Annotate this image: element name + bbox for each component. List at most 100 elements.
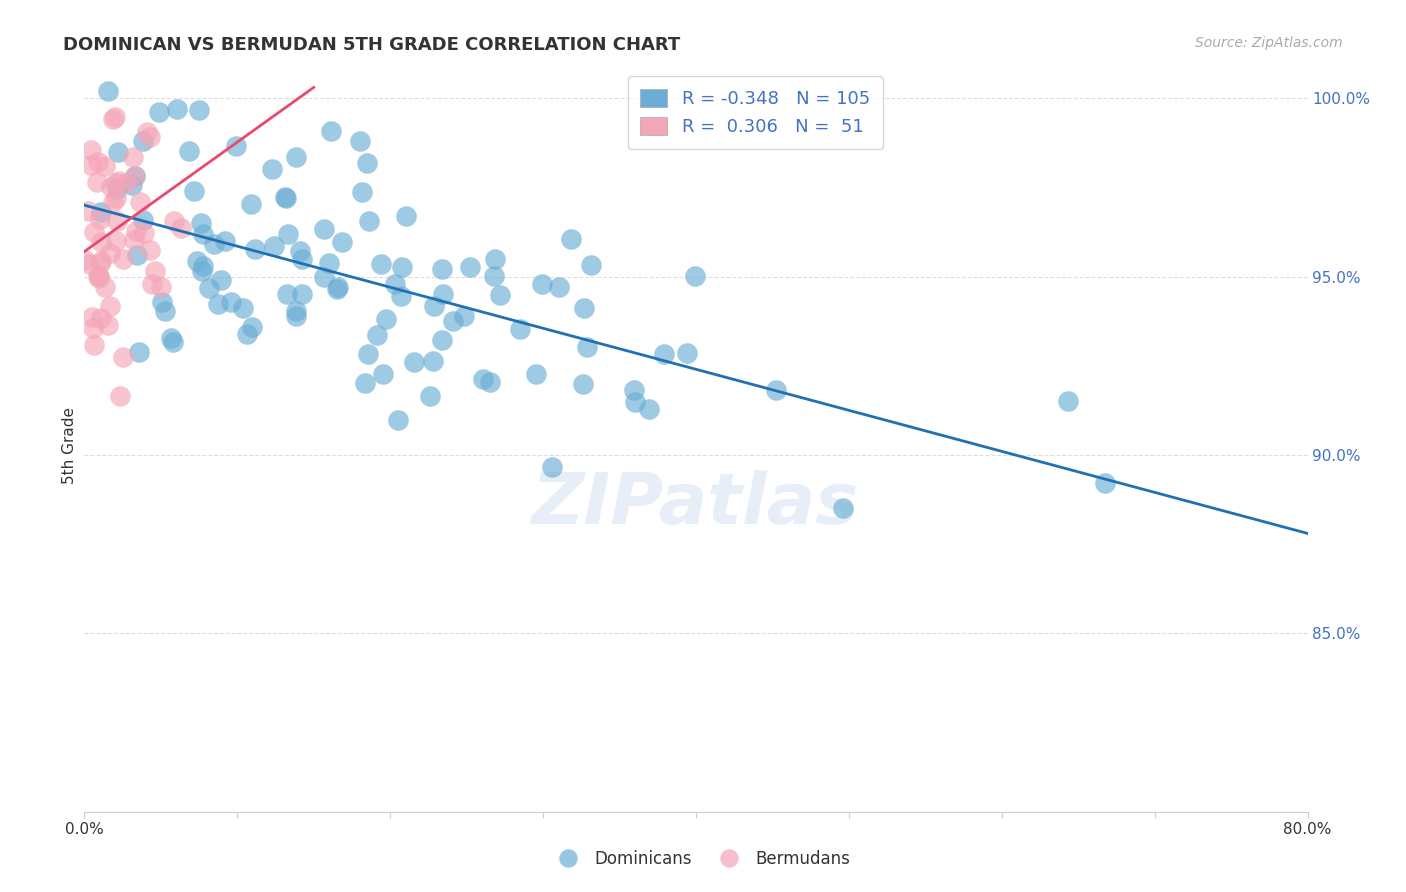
- Bermudans: [139, 243, 162, 257]
- Bermudans: [104, 234, 127, 248]
- Bermudans: [141, 277, 163, 291]
- Bermudans: [170, 220, 193, 235]
- Dominicans: [288, 244, 311, 259]
- Dominicans: [326, 282, 349, 296]
- Dominicans: [219, 295, 242, 310]
- Dominicans: [328, 280, 350, 294]
- Dominicans: [148, 105, 170, 120]
- Bermudans: [124, 224, 146, 238]
- Dominicans: [191, 227, 214, 241]
- Dominicans: [579, 258, 602, 272]
- Dominicans: [354, 376, 377, 390]
- Dominicans: [509, 322, 531, 336]
- Bermudans: [77, 203, 100, 218]
- Dominicans: [318, 256, 340, 270]
- Dominicans: [441, 314, 464, 328]
- Dominicans: [232, 301, 254, 315]
- Dominicans: [97, 84, 120, 98]
- Dominicans: [214, 235, 236, 249]
- Dominicans: [366, 327, 388, 342]
- Legend: R = -0.348   N = 105, R =  0.306   N =  51: R = -0.348 N = 105, R = 0.306 N = 51: [627, 76, 883, 149]
- Dominicans: [236, 326, 259, 341]
- Dominicans: [124, 169, 146, 183]
- Dominicans: [530, 277, 553, 291]
- Dominicans: [432, 333, 454, 347]
- Dominicans: [207, 297, 229, 311]
- Dominicans: [402, 355, 425, 369]
- Dominicans: [285, 309, 308, 323]
- Dominicans: [375, 312, 398, 326]
- Dominicans: [187, 103, 209, 117]
- Bermudans: [139, 130, 162, 145]
- Dominicans: [225, 139, 247, 153]
- Dominicans: [121, 178, 143, 192]
- Dominicans: [312, 269, 335, 284]
- Bermudans: [112, 252, 135, 266]
- Bermudans: [104, 110, 127, 124]
- Text: DOMINICAN VS BERMUDAN 5TH GRADE CORRELATION CHART: DOMINICAN VS BERMUDAN 5TH GRADE CORRELAT…: [63, 36, 681, 54]
- Dominicans: [150, 295, 173, 310]
- Dominicans: [162, 334, 184, 349]
- Text: ZIPatlas: ZIPatlas: [533, 470, 859, 539]
- Bermudans: [94, 279, 117, 293]
- Dominicans: [277, 227, 299, 241]
- Dominicans: [166, 103, 188, 117]
- Dominicans: [128, 345, 150, 359]
- Dominicans: [291, 252, 314, 266]
- Bermudans: [75, 253, 97, 268]
- Bermudans: [101, 112, 124, 126]
- Dominicans: [652, 347, 675, 361]
- Dominicans: [276, 286, 298, 301]
- Bermudans: [163, 214, 186, 228]
- Bermudans: [90, 254, 112, 268]
- Dominicans: [186, 254, 208, 268]
- Dominicans: [387, 413, 409, 427]
- Bermudans: [98, 246, 121, 260]
- Dominicans: [357, 346, 380, 360]
- Bermudans: [80, 143, 103, 157]
- Dominicans: [479, 375, 502, 389]
- Dominicans: [676, 345, 699, 359]
- Dominicans: [524, 368, 547, 382]
- Dominicans: [285, 150, 308, 164]
- Dominicans: [576, 340, 599, 354]
- Dominicans: [190, 216, 212, 230]
- Dominicans: [260, 161, 283, 176]
- Bermudans: [87, 268, 110, 283]
- Dominicans: [765, 384, 787, 398]
- Bermudans: [150, 280, 173, 294]
- Dominicans: [330, 235, 353, 249]
- Dominicans: [90, 204, 112, 219]
- Bermudans: [89, 212, 111, 227]
- Dominicans: [432, 286, 454, 301]
- Dominicans: [197, 281, 219, 295]
- Bermudans: [143, 263, 166, 277]
- Dominicans: [488, 287, 510, 301]
- Dominicans: [395, 209, 418, 223]
- Dominicans: [312, 222, 335, 236]
- Bermudans: [112, 350, 135, 364]
- Bermudans: [90, 235, 112, 249]
- Dominicans: [240, 320, 263, 334]
- Dominicans: [239, 196, 262, 211]
- Bermudans: [105, 214, 128, 228]
- Bermudans: [108, 174, 131, 188]
- Dominicans: [541, 460, 564, 475]
- Dominicans: [391, 260, 413, 274]
- Bermudans: [83, 225, 105, 239]
- Text: Source: ZipAtlas.com: Source: ZipAtlas.com: [1195, 36, 1343, 50]
- Dominicans: [290, 286, 312, 301]
- Dominicans: [831, 501, 853, 516]
- Dominicans: [389, 289, 412, 303]
- Dominicans: [125, 248, 148, 262]
- Dominicans: [384, 277, 406, 292]
- Dominicans: [458, 260, 481, 274]
- Bermudans: [129, 195, 152, 210]
- Bermudans: [87, 269, 110, 284]
- Bermudans: [83, 338, 105, 352]
- Dominicans: [202, 237, 225, 252]
- Dominicans: [356, 156, 378, 170]
- Dominicans: [183, 184, 205, 198]
- Bermudans: [124, 169, 146, 183]
- Dominicans: [624, 394, 647, 409]
